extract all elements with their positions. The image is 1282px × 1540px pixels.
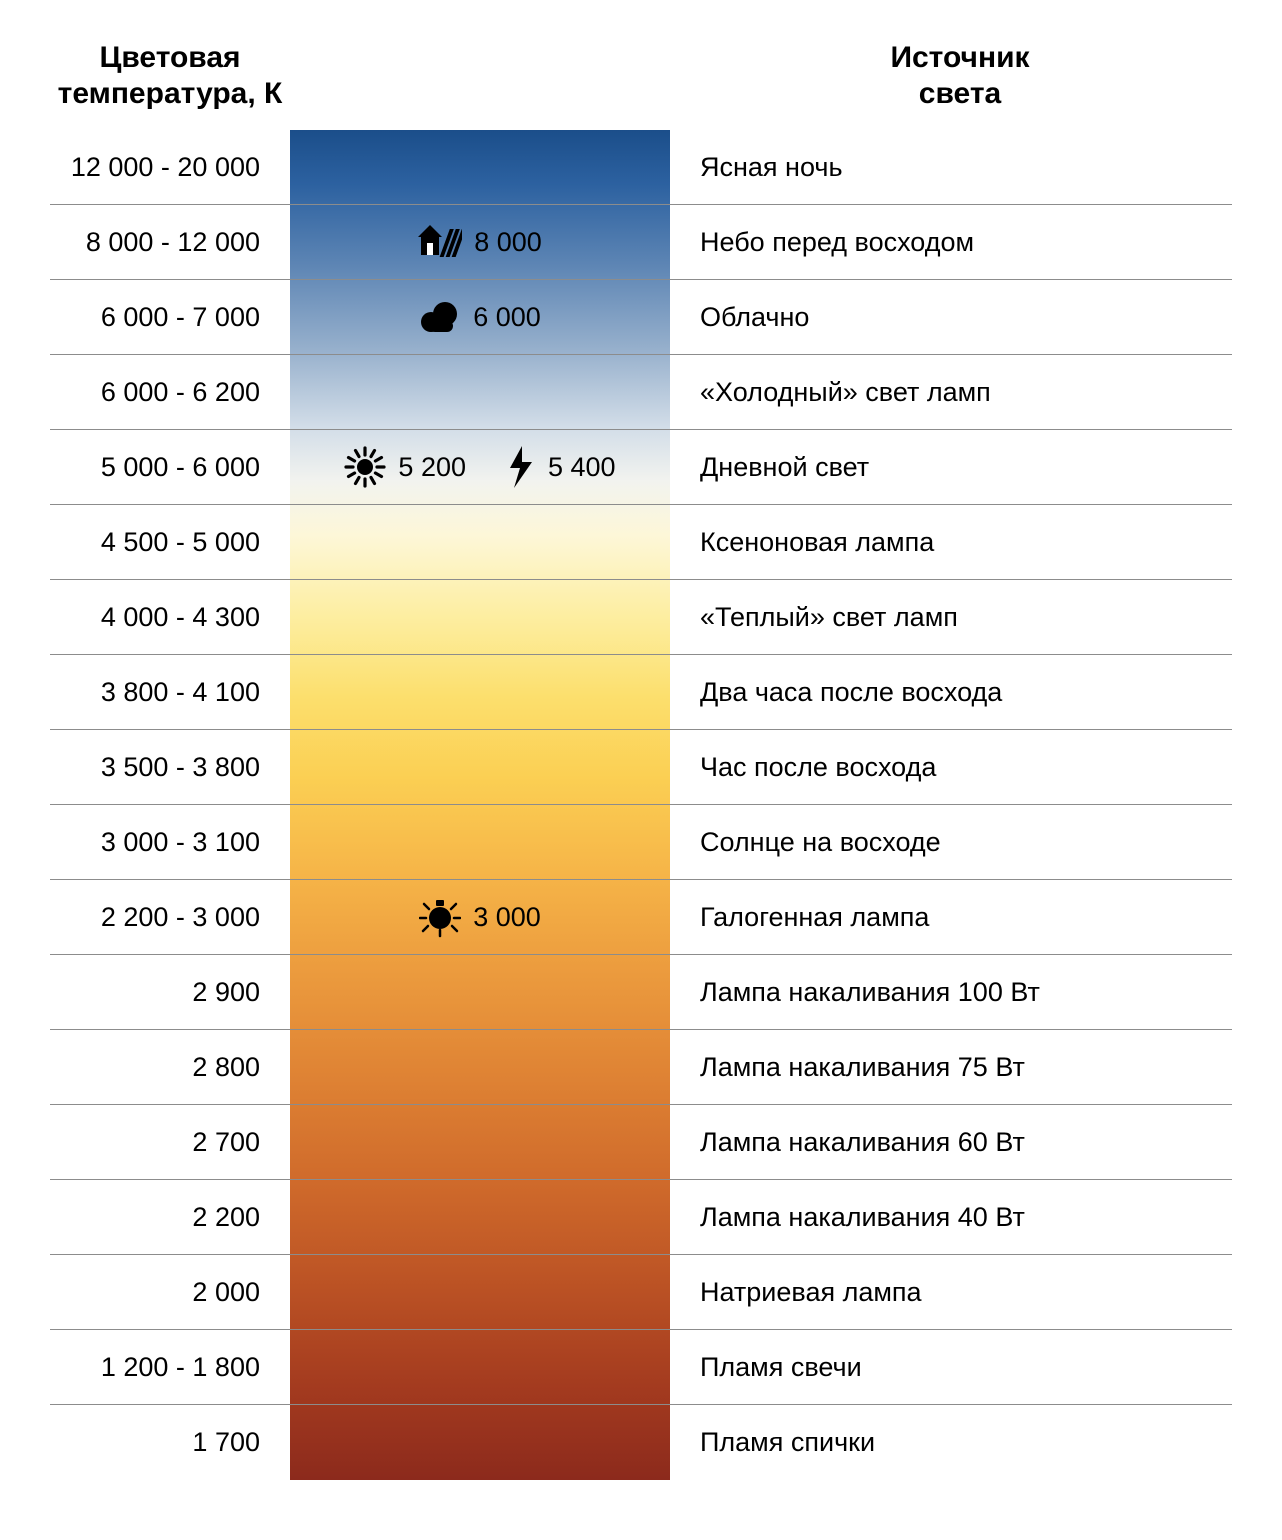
marker-label: 8 000 [474,227,542,258]
temp-cell: 3 500 - 3 800 [50,752,290,783]
house-shade-icon [418,223,462,261]
header-row: Цветовая температура, К Источник света [50,40,1232,120]
temp-cell: 5 000 - 6 000 [50,452,290,483]
source-cell: Пламя спички [670,1427,1230,1458]
table-row: 2 800 Лампа накаливания 75 Вт [50,1030,1232,1105]
marker-cell [290,580,670,654]
marker-label: 5 400 [548,452,616,483]
temp-cell: 2 900 [50,977,290,1008]
marker-cell [290,955,670,1029]
marker-cell [290,805,670,879]
temp-cell: 8 000 - 12 000 [50,227,290,258]
marker: 6 000 [419,300,541,334]
table-row: 2 000 Натриевая лампа [50,1255,1232,1330]
sun-icon [344,446,386,488]
header-spacer [290,40,670,120]
marker-cell [290,355,670,429]
source-cell: Лампа накаливания 100 Вт [670,977,1230,1008]
table-row: 12 000 - 20 000 Ясная ночь [50,130,1232,205]
table-row: 6 000 - 6 200 «Холодный» свет ламп [50,355,1232,430]
marker-cell [290,1405,670,1480]
source-cell: Солнце на восходе [670,827,1230,858]
temp-cell: 1 200 - 1 800 [50,1352,290,1383]
table-row: 1 200 - 1 800 Пламя свечи [50,1330,1232,1405]
temp-cell: 2 000 [50,1277,290,1308]
source-cell: Небо перед восходом [670,227,1230,258]
source-cell: Дневной свет [670,452,1230,483]
marker: 3 000 [419,896,541,938]
temp-cell: 2 200 - 3 000 [50,902,290,933]
marker-cell [290,1030,670,1104]
house-shade-icon [418,223,462,261]
source-cell: Ксеноновая лампа [670,527,1230,558]
marker-cell: 5 200 5 400 [290,430,670,504]
temp-cell: 2 200 [50,1202,290,1233]
table-row: 2 700 Лампа накаливания 60 Вт [50,1105,1232,1180]
cloud-icon [419,300,461,334]
temp-cell: 2 800 [50,1052,290,1083]
marker-cell [290,1180,670,1254]
marker-label: 5 200 [398,452,466,483]
table-row: 3 500 - 3 800 Час после восхода [50,730,1232,805]
source-cell: Лампа накаливания 60 Вт [670,1127,1230,1158]
marker: 5 200 [344,446,466,488]
color-temperature-chart: Цветовая температура, К Источник света 1… [0,0,1282,1540]
temp-cell: 6 000 - 7 000 [50,302,290,333]
table-row: 4 000 - 4 300 «Теплый» свет ламп [50,580,1232,655]
table-row: 6 000 - 7 000 6 000 Облачно [50,280,1232,355]
table-row: 2 200 Лампа накаливания 40 Вт [50,1180,1232,1255]
source-cell: «Холодный» свет ламп [670,377,1230,408]
source-cell: «Теплый» свет ламп [670,602,1230,633]
source-cell: Час после восхода [670,752,1230,783]
flash-icon [506,446,536,488]
marker: 5 400 [506,446,616,488]
table-row: 2 200 - 3 000 3 000 Галогенная лампа [50,880,1232,955]
marker-label: 6 000 [473,302,541,333]
marker-cell [290,1105,670,1179]
source-cell: Галогенная лампа [670,902,1230,933]
table-row: 4 500 - 5 000 Ксеноновая лампа [50,505,1232,580]
marker-label: 3 000 [473,902,541,933]
source-cell: Лампа накаливания 75 Вт [670,1052,1230,1083]
source-cell: Ясная ночь [670,152,1230,183]
chart-body: 12 000 - 20 000 Ясная ночь 8 000 - 12 000 … [50,130,1232,1480]
table-row: 2 900 Лампа накаливания 100 Вт [50,955,1232,1030]
marker-cell [290,505,670,579]
source-cell: Облачно [670,302,1230,333]
marker-cell: 8 000 [290,205,670,279]
table-row: 1 700 Пламя спички [50,1405,1232,1480]
table-row: 5 000 - 6 000 5 200 5 400Дневной свет [50,430,1232,505]
marker-cell [290,655,670,729]
marker-cell [290,730,670,804]
cloud-icon [419,300,461,334]
source-cell: Пламя свечи [670,1352,1230,1383]
bulb-icon [419,896,461,938]
temp-cell: 3 800 - 4 100 [50,677,290,708]
flash-icon [506,446,536,488]
source-cell: Два часа после восхода [670,677,1230,708]
sun-icon [344,446,386,488]
source-cell: Натриевая лампа [670,1277,1230,1308]
bulb-icon [419,896,461,938]
marker-cell: 6 000 [290,280,670,354]
marker-cell: 3 000 [290,880,670,954]
marker-cell [290,1330,670,1404]
marker-cell [290,1255,670,1329]
header-temp: Цветовая температура, К [50,40,290,120]
temp-cell: 4 500 - 5 000 [50,527,290,558]
table-row: 3 000 - 3 100 Солнце на восходе [50,805,1232,880]
table-row: 8 000 - 12 000 8 000 Небо перед восходом [50,205,1232,280]
marker: 8 000 [418,223,542,261]
table-row: 3 800 - 4 100 Два часа после восхода [50,655,1232,730]
temp-cell: 1 700 [50,1427,290,1458]
temp-cell: 2 700 [50,1127,290,1158]
temp-cell: 6 000 - 6 200 [50,377,290,408]
source-cell: Лампа накаливания 40 Вт [670,1202,1230,1233]
header-source: Источник света [670,40,1230,120]
rows-container: 12 000 - 20 000 Ясная ночь 8 000 - 12 000 … [50,130,1232,1480]
marker-cell [290,130,670,204]
temp-cell: 12 000 - 20 000 [50,152,290,183]
temp-cell: 4 000 - 4 300 [50,602,290,633]
temp-cell: 3 000 - 3 100 [50,827,290,858]
